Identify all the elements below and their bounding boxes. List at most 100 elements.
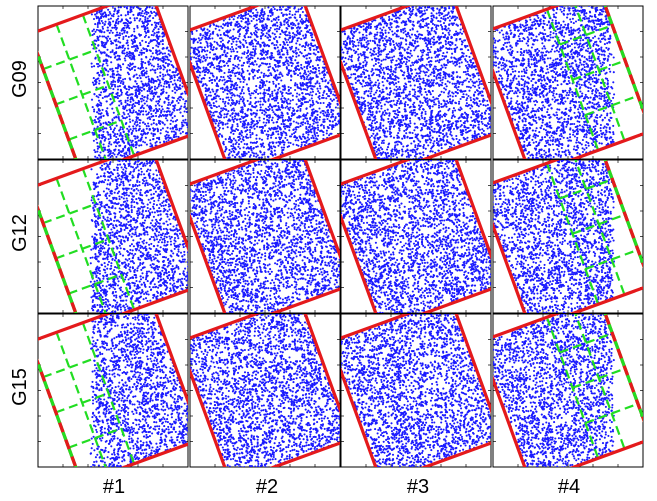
data-point [130,6,133,8]
data-point [278,138,282,141]
data-point [292,109,295,113]
data-point [150,33,153,37]
data-point [181,115,184,118]
data-point [126,53,129,56]
data-point [242,77,245,81]
data-point [251,71,255,74]
data-point [305,57,308,60]
data-point [141,10,144,13]
data-point [238,147,242,150]
data-point [221,109,224,112]
data-point [122,130,125,133]
data-point [239,157,243,159]
data-point [122,111,125,114]
data-point [159,141,162,144]
data-point [224,123,227,126]
data-point [123,24,126,27]
data-point [145,67,148,70]
data-point [148,88,151,91]
data-point [137,7,140,10]
data-point [198,74,201,77]
data-point [106,149,109,152]
data-point [256,11,259,14]
data-point [286,49,289,52]
data-point [283,141,286,144]
data-point [218,116,221,119]
data-point [325,132,328,135]
data-point [290,3,292,5]
data-point [136,102,139,105]
data-point [101,35,104,38]
data-point [117,117,120,120]
data-point [109,51,112,54]
data-point [107,14,110,17]
data-point [301,123,304,126]
data-point [107,157,110,159]
data-point [328,95,331,98]
data-point [157,121,161,125]
data-point [268,114,271,117]
data-point [98,17,101,20]
data-point [298,116,301,119]
data-point [150,145,153,148]
data-point [275,17,278,20]
data-point [196,124,198,126]
data-point [119,6,122,9]
data-point [217,124,220,127]
data-point [251,42,254,45]
data-point [278,141,281,145]
data-point [338,119,340,122]
data-point [180,105,183,108]
data-point [170,113,173,116]
data-point [116,92,119,95]
data-point [293,84,297,87]
data-point [222,23,225,26]
data-point [209,44,212,47]
data-point [484,104,487,107]
data-point [273,37,276,41]
data-point [259,151,262,154]
data-point [103,88,106,91]
data-point [170,130,173,133]
data-point [206,63,209,66]
data-point [341,51,342,54]
data-point [115,34,118,37]
data-point [229,24,233,27]
data-point [258,18,261,21]
data-point [195,57,198,60]
data-point [244,13,248,16]
data-point [270,54,273,57]
data-point [307,74,310,77]
data-point [241,96,244,99]
data-point [119,81,122,85]
data-point [228,152,231,155]
data-point [255,19,258,22]
data-point [122,22,125,25]
data-point [254,29,257,33]
data-point [190,56,192,59]
data-point [123,47,127,50]
data-point [329,92,332,95]
data-point [101,25,104,28]
data-point [112,152,115,155]
data-point [238,73,241,76]
data-point [378,144,381,147]
data-point [137,109,141,112]
data-point [162,75,165,78]
data-point [271,90,274,93]
data-point [182,124,185,127]
data-point [275,78,278,81]
data-point [193,56,196,59]
data-point [117,65,120,68]
data-point [292,128,295,131]
data-point [236,65,239,68]
data-point [207,101,210,104]
data-point [126,91,129,94]
data-point [281,53,284,56]
data-point [116,67,119,70]
data-point [143,87,146,91]
data-point [469,99,473,102]
data-point [259,19,262,22]
data-point [142,140,145,143]
data-point [305,88,309,92]
